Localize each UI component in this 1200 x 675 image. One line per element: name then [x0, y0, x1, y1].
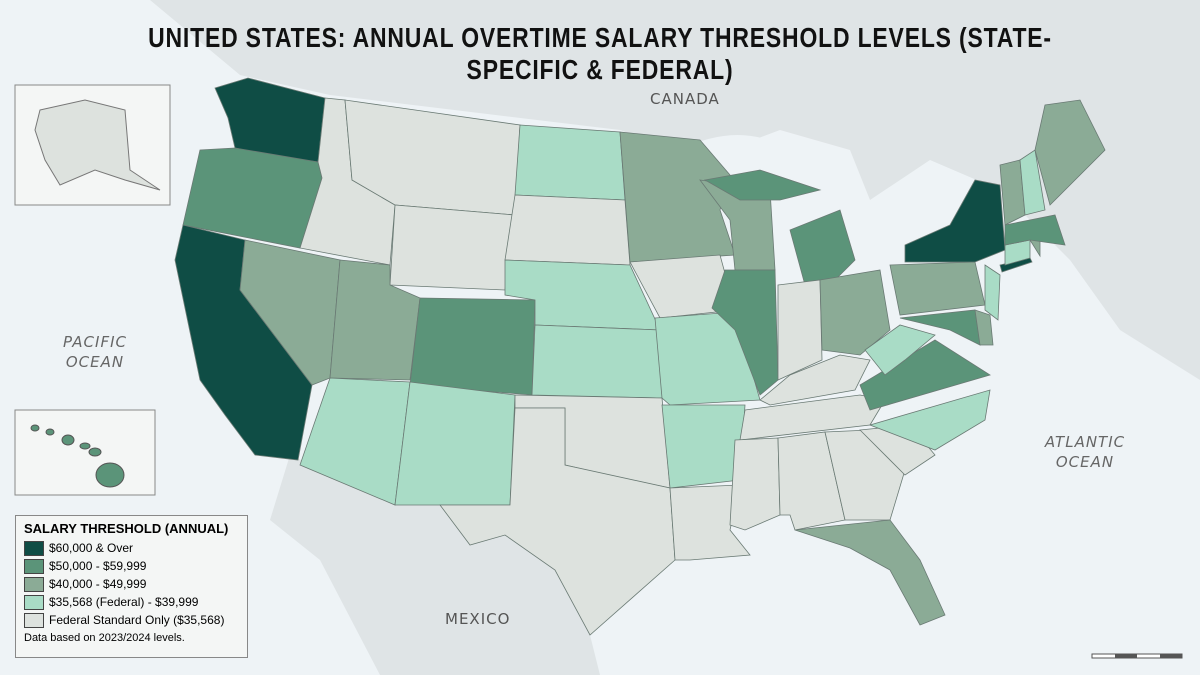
legend-note: Data based on 2023/2024 levels.	[24, 632, 185, 644]
state	[739, 394, 886, 441]
state	[1029, 239, 1041, 258]
legend-item: $60,000 & Over	[24, 539, 239, 557]
state	[789, 209, 856, 286]
legend-label: $60,000 & Over	[49, 541, 134, 555]
state	[514, 124, 626, 201]
state	[299, 377, 411, 506]
scale-bar	[1091, 653, 1183, 659]
state	[974, 309, 994, 346]
legend-swatch	[24, 576, 44, 592]
state	[759, 354, 871, 406]
island	[88, 447, 102, 457]
state	[868, 389, 991, 451]
country-label: MEXICO	[445, 610, 511, 628]
legend-item: $40,000 - $49,999	[24, 575, 239, 593]
island	[61, 434, 75, 446]
ocean-label: PACIFIC OCEAN	[63, 333, 127, 371]
legend-swatch	[24, 540, 44, 556]
state	[889, 261, 986, 316]
state	[777, 279, 823, 381]
state	[711, 269, 779, 396]
state	[1004, 214, 1066, 246]
state	[394, 381, 516, 506]
state	[904, 179, 1006, 263]
legend-swatch	[24, 612, 44, 628]
legend-label: $50,000 - $59,999	[49, 559, 147, 573]
alaska	[34, 99, 161, 191]
legend-item: $35,568 (Federal) - $39,999	[24, 593, 239, 611]
state	[864, 324, 936, 376]
island	[95, 462, 125, 488]
state	[239, 239, 341, 386]
country-label: CANADA	[650, 90, 720, 108]
legend-label: Federal Standard Only ($35,568)	[49, 613, 225, 627]
state	[439, 407, 676, 636]
state	[504, 194, 631, 266]
island	[30, 424, 40, 432]
hawaii-inset	[14, 409, 156, 496]
island	[79, 442, 91, 450]
ocean-label: ATLANTIC OCEAN	[1044, 433, 1126, 471]
legend-label: $40,000 - $49,999	[49, 577, 147, 591]
mexico-land	[270, 455, 600, 675]
state	[1034, 99, 1106, 206]
legend-label: $35,568 (Federal) - $39,999	[49, 595, 199, 609]
state	[409, 297, 536, 396]
legend-title: SALARY THRESHOLD (ANNUAL)	[24, 521, 229, 536]
legend-item: Federal Standard Only ($35,568)	[24, 611, 239, 629]
island	[45, 428, 55, 436]
hawaii	[30, 424, 125, 488]
canada-land	[150, 0, 1200, 380]
legend-swatch	[24, 558, 44, 574]
legend-swatch	[24, 594, 44, 610]
state	[729, 437, 781, 531]
legend-item: $50,000 - $59,999	[24, 557, 239, 575]
legend: SALARY THRESHOLD (ANNUAL) $60,000 & Over…	[15, 515, 248, 658]
state	[703, 169, 822, 201]
state	[794, 519, 946, 626]
state	[1019, 149, 1046, 216]
state	[531, 324, 663, 399]
state	[984, 264, 1001, 321]
state	[389, 204, 516, 291]
map-title: UNITED STATES: ANNUAL OVERTIME SALARY TH…	[148, 22, 1052, 85]
